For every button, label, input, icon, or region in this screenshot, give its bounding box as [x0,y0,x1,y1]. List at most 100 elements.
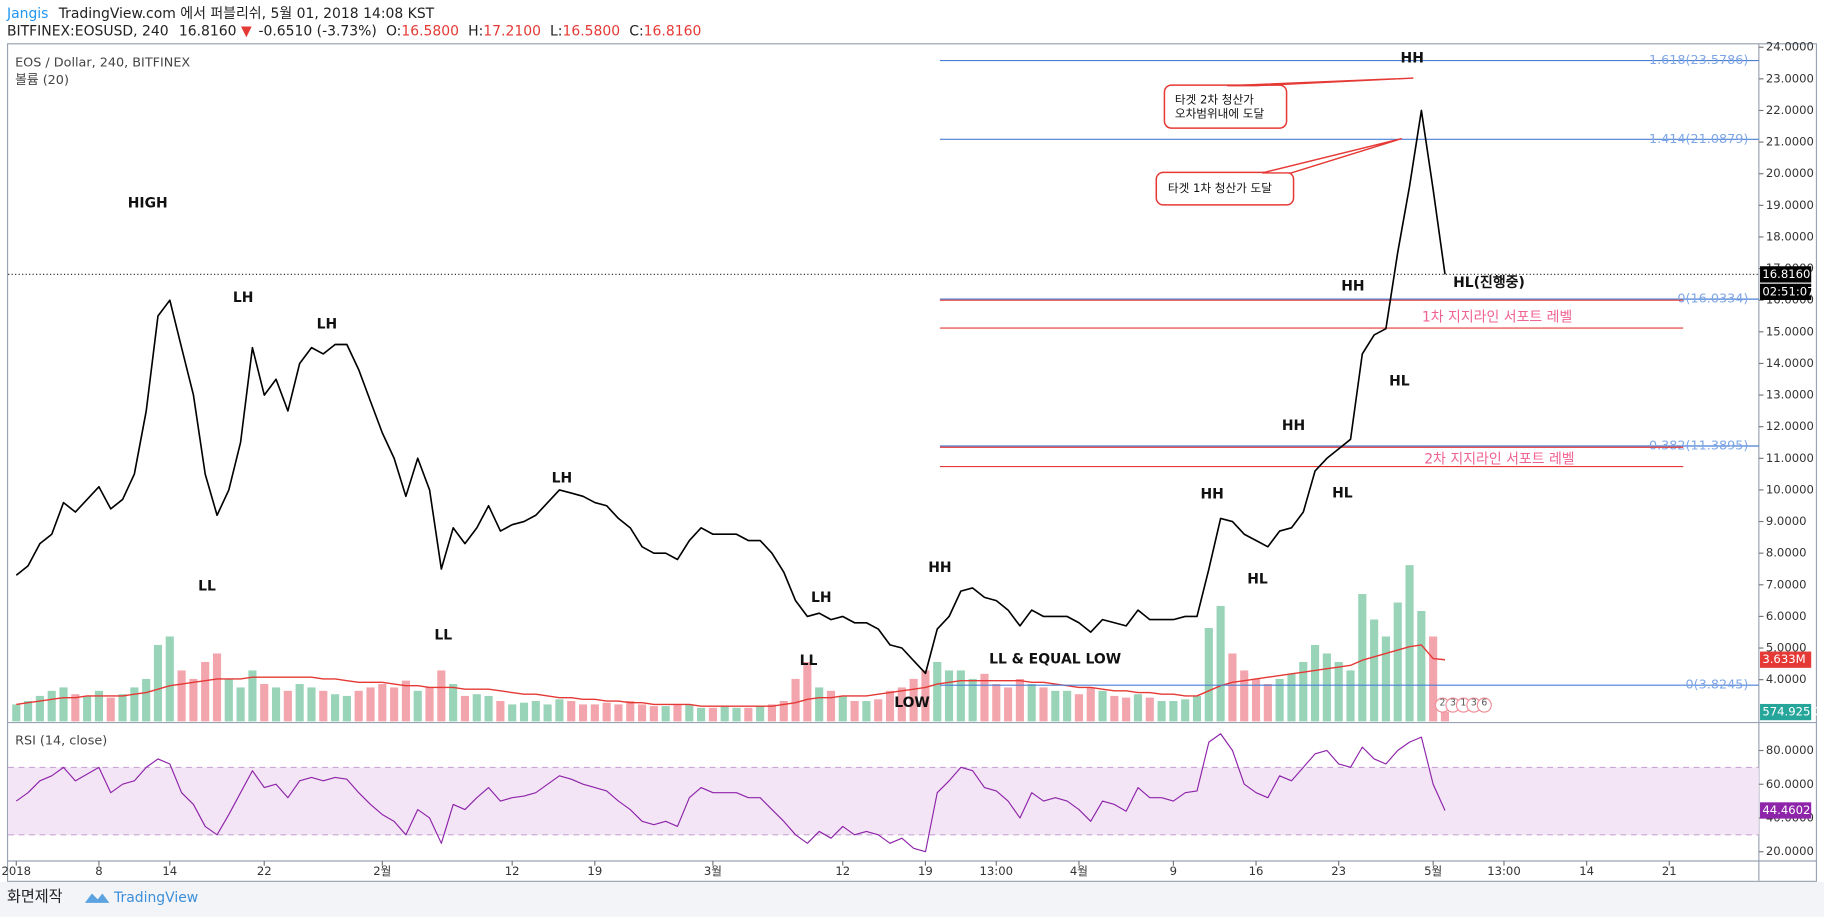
volume-bar [1051,690,1060,722]
change-arrow: ▼ [241,24,252,40]
footer-credit: 화면제작 [7,888,63,906]
annotation: LH [317,317,338,333]
volume-bar [944,670,954,722]
volume-bar [874,699,883,722]
volume-bar [1027,684,1036,722]
footer-brand[interactable]: TradingView [113,890,198,906]
event-label: 3 [1450,697,1456,708]
volume-bar [260,684,269,722]
volume-bar [236,687,245,722]
volume-bar [484,695,493,722]
price-tag: 16.8160 [1762,267,1810,281]
volume-bar [201,661,210,722]
header-line: Jangis TradingView.com 에서 퍼블리쉬, 5월 01, 2… [6,6,435,22]
volume-bar [685,704,694,722]
fib-label: 1.414(21.0879) [1649,132,1748,147]
volume-bar [519,702,529,722]
volume-bar [248,670,257,722]
volume-bar [1145,697,1154,722]
volume-bar [720,706,729,722]
volume-bar [862,701,871,722]
volume-bar [791,678,800,722]
annotation: HH [1200,487,1223,503]
volume-bar [626,701,635,722]
y-tick-label: 19.0000 [1766,198,1814,212]
annotation: LH [552,470,573,486]
x-tick-label: 13:00 [980,864,1014,878]
countdown-tag-bg [1760,283,1812,300]
event-marker [1476,697,1492,713]
callout-box [1163,84,1288,129]
volume-bar [578,704,588,722]
volume-bar [1015,678,1024,722]
volume-bar [460,695,470,722]
price-tag-bg [1760,266,1812,283]
x-tick-label: 5월 [1424,864,1442,878]
volume-bar [815,687,824,722]
volume-bar [744,707,753,722]
rsi-band [8,767,1759,835]
volume-bar [71,694,80,722]
volume-bar [1192,695,1202,722]
x-tick-label: 14 [1579,864,1594,878]
annotation: HIGH [128,196,168,212]
annotation: LH [811,590,832,606]
volume-bar [224,678,233,722]
ohlc-value: 16.8160 [644,24,702,40]
volume-bar [1240,670,1249,722]
volume-bar [1322,653,1331,722]
rsi-tag-bg [1760,802,1812,819]
volume-bar [661,706,670,722]
price-line [15,109,1446,675]
volume-bar [933,661,942,722]
ohlc-key: C: [629,24,643,40]
volume-bar [909,678,918,722]
annotation: HL [1332,485,1353,501]
volume-bar [992,684,1001,722]
annotation: HL [1247,571,1268,587]
ohlc-value: 16.5800 [401,24,459,40]
volume-ma-tag-bg [1760,651,1812,668]
volume-bar [980,673,989,722]
volume-bar [1440,711,1450,722]
volume-bar [567,701,576,722]
volume-bar [1110,695,1119,722]
volume-bar [767,704,777,722]
y-tick-label: 21.0000 [1766,135,1814,149]
volume-bar [177,670,186,722]
ohlc-value: 16.5800 [563,24,621,40]
volume-bar [921,670,930,722]
volume-bar [1086,687,1095,722]
volume-bar [24,701,33,722]
x-tick-label: 19 [587,864,602,878]
y-tick-label: 22.0000 [1766,103,1814,117]
y-tick-label: 13.0000 [1766,388,1814,402]
volume-bar [142,678,151,722]
ohlc-key: O: [386,24,401,40]
change: -0.6510 (-3.73%) [258,24,376,40]
volume-bar [1311,644,1320,722]
y-tick-label: 9.0000 [1766,514,1807,528]
annotation: HL [1389,374,1410,390]
volume-bar [803,661,812,722]
author[interactable]: Jangis [6,6,48,22]
legend-volume: 볼륨 (20) [15,73,69,88]
event-label: 1 [1460,697,1466,708]
fib-label: 1.618(23.5786) [1649,53,1748,68]
y-tick-label: 12.0000 [1766,419,1814,433]
volume-bar [590,704,599,722]
volume-bar [118,694,127,722]
callout-pointer [1227,77,1414,87]
volume-bar [1251,678,1261,722]
x-tick-label: 4월 [1070,864,1088,878]
annotation: HH [1282,418,1305,434]
y-tick-label: 20.0000 [1766,166,1814,180]
callout-text: 타겟 1차 청산가 도달 [1168,181,1272,195]
rsi-line [15,733,1446,853]
volume-bar [1216,605,1225,722]
brand-logo [84,893,110,903]
support-label: 2차 지지라인 서포트 레벨 [1424,452,1574,468]
volume-ma-line [16,644,1446,707]
